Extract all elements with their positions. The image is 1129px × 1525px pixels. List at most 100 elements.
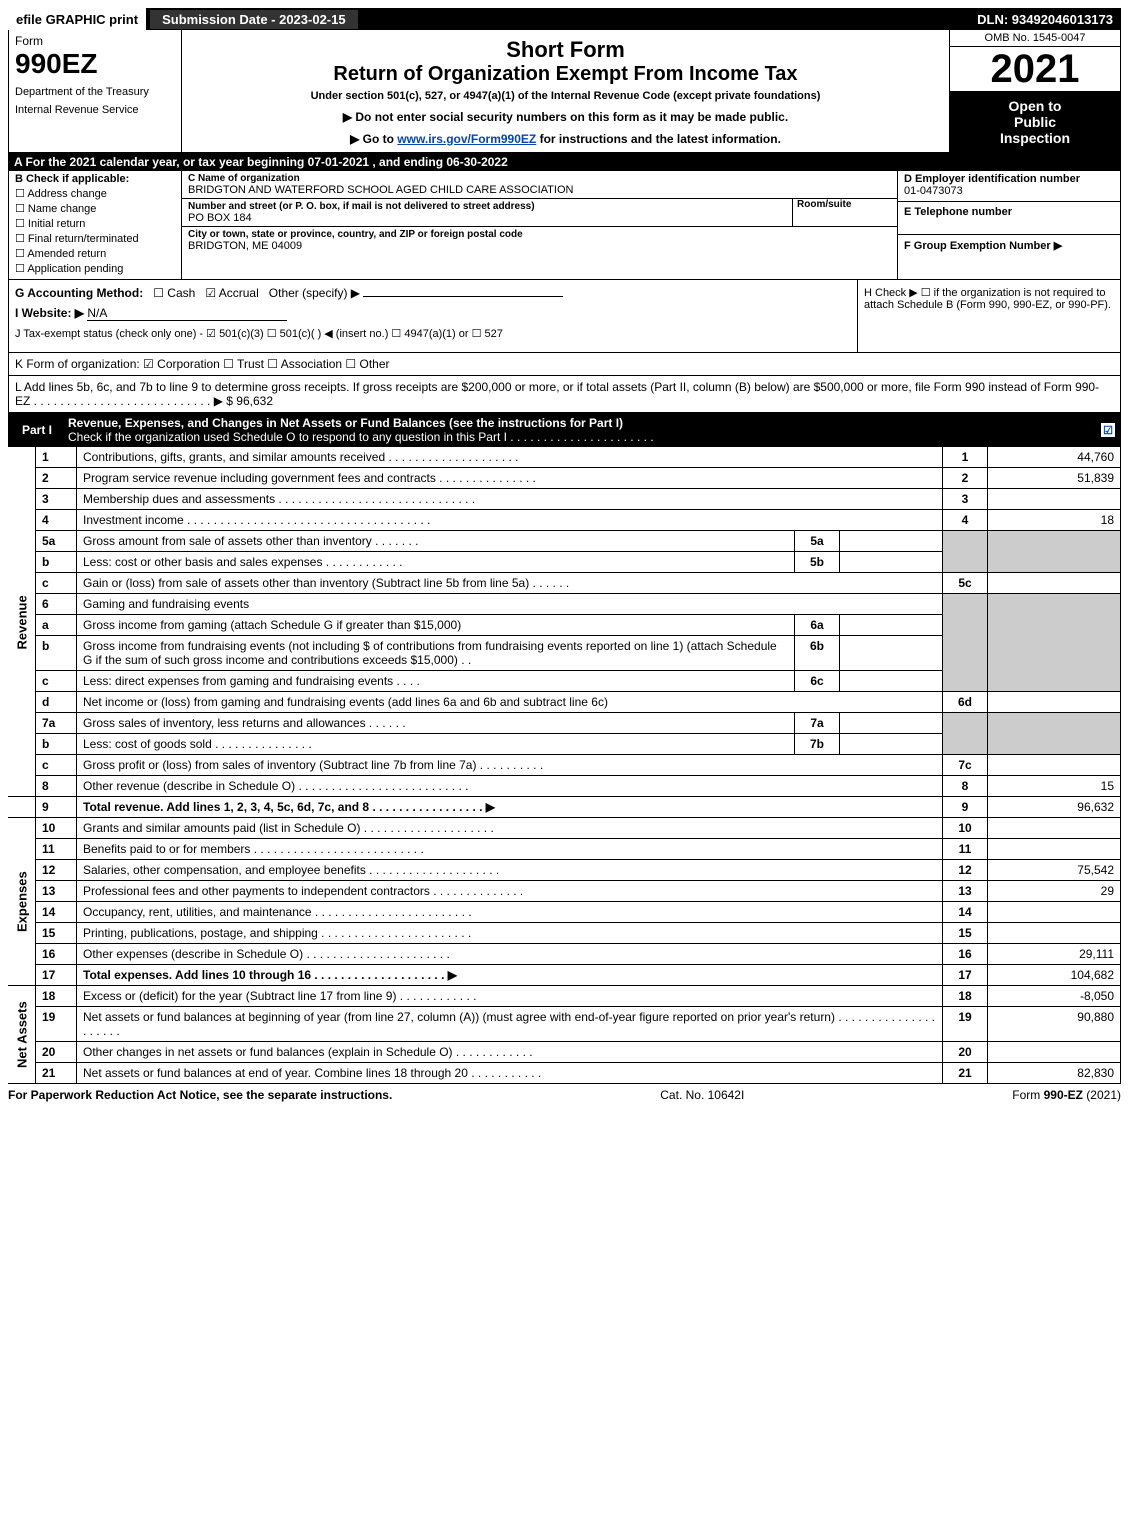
- side-revenue: Revenue: [8, 447, 36, 797]
- g-other-input[interactable]: [363, 296, 563, 297]
- g-accrual: Accrual: [219, 286, 259, 300]
- line-12: 12 Salaries, other compensation, and emp…: [8, 860, 1121, 881]
- page-footer: For Paperwork Reduction Act Notice, see …: [8, 1084, 1121, 1102]
- f-label: F Group Exemption Number ▶: [904, 239, 1114, 252]
- header-left: Form 990EZ Department of the Treasury In…: [9, 30, 182, 152]
- c-city-label: City or town, state or province, country…: [188, 229, 891, 240]
- line-14: 14 Occupancy, rent, utilities, and maint…: [8, 902, 1121, 923]
- open1: Open to: [952, 98, 1118, 114]
- omb-number: OMB No. 1545-0047: [950, 30, 1120, 47]
- street: PO BOX 184: [188, 212, 792, 224]
- l-amount: 96,632: [233, 394, 273, 408]
- cat-no: Cat. No. 10642I: [392, 1088, 1012, 1102]
- side-expenses: Expenses: [8, 818, 36, 986]
- website-value: N/A: [87, 306, 287, 321]
- section-ghij: G Accounting Method: ☐ Cash ☑ Accrual Ot…: [8, 280, 1121, 353]
- line-1: Revenue 1 Contributions, gifts, grants, …: [8, 447, 1121, 468]
- row-h: H Check ▶ ☐ if the organization is not r…: [857, 280, 1120, 352]
- line-20: 20 Other changes in net assets or fund b…: [8, 1042, 1121, 1063]
- col-b: B Check if applicable: ☐ Address change …: [9, 171, 182, 279]
- line-15: 15 Printing, publications, postage, and …: [8, 923, 1121, 944]
- part1-label: Part I: [14, 423, 60, 437]
- g-other: Other (specify) ▶: [269, 286, 360, 300]
- g-cash: Cash: [167, 286, 195, 300]
- section-bcd: B Check if applicable: ☐ Address change …: [8, 171, 1121, 280]
- form-header: Form 990EZ Department of the Treasury In…: [8, 30, 1121, 153]
- subtitle: Under section 501(c), 527, or 4947(a)(1)…: [188, 90, 943, 102]
- header-center: Short Form Return of Organization Exempt…: [182, 30, 949, 152]
- part1-title: Revenue, Expenses, and Changes in Net As…: [68, 416, 1101, 444]
- dln: DLN: 93492046013173: [969, 10, 1121, 29]
- row-l: L Add lines 5b, 6c, and 7b to line 9 to …: [8, 376, 1121, 413]
- c-street-label: Number and street (or P. O. box, if mail…: [188, 201, 792, 212]
- line-8: 8 Other revenue (describe in Schedule O)…: [8, 776, 1121, 797]
- gh-left: G Accounting Method: ☐ Cash ☑ Accrual Ot…: [9, 280, 857, 352]
- part1-subtitle: Check if the organization used Schedule …: [68, 430, 654, 444]
- irs-link[interactable]: www.irs.gov/Form990EZ: [397, 132, 536, 146]
- col-c: C Name of organization BRIDGTON AND WATE…: [182, 171, 897, 279]
- form-word: Form: [15, 34, 175, 48]
- row-g: G Accounting Method: ☐ Cash ☑ Accrual Ot…: [15, 286, 851, 300]
- header-right: OMB No. 1545-0047 2021 Open to Public In…: [949, 30, 1120, 152]
- chk-address-change[interactable]: ☐ Address change: [15, 187, 175, 200]
- line-6d: d Net income or (loss) from gaming and f…: [8, 692, 1121, 713]
- d-label: D Employer identification number: [904, 173, 1114, 185]
- tax-year: 2021: [950, 47, 1120, 92]
- room-suite-label: Room/suite: [797, 199, 897, 210]
- return-title: Return of Organization Exempt From Incom…: [188, 63, 943, 86]
- line-11: 11 Benefits paid to or for members . . .…: [8, 839, 1121, 860]
- irs-label: Internal Revenue Service: [15, 104, 175, 116]
- line-9: 9 Total revenue. Add lines 1, 2, 3, 4, 5…: [8, 797, 1121, 818]
- b-title: B Check if applicable:: [15, 173, 175, 185]
- instr2-pre: ▶ Go to: [350, 132, 397, 146]
- paperwork-notice: For Paperwork Reduction Act Notice, see …: [8, 1088, 392, 1102]
- org-name: BRIDGTON AND WATERFORD SCHOOL AGED CHILD…: [188, 184, 891, 196]
- submission-date: Submission Date - 2023-02-15: [150, 10, 358, 29]
- part1-header: Part I Revenue, Expenses, and Changes in…: [8, 413, 1121, 447]
- city: BRIDGTON, ME 04009: [188, 240, 891, 252]
- ein: 01-0473073: [904, 185, 1114, 197]
- chk-name-change[interactable]: ☐ Name change: [15, 202, 175, 215]
- chk-amended-return[interactable]: ☐ Amended return: [15, 247, 175, 260]
- line-18: Net Assets 18 Excess or (deficit) for th…: [8, 986, 1121, 1007]
- chk-application-pending[interactable]: ☐ Application pending: [15, 262, 175, 275]
- form-ref: Form 990-EZ (2021): [1012, 1088, 1121, 1102]
- line-7a: 7a Gross sales of inventory, less return…: [8, 713, 1121, 734]
- line-21: 21 Net assets or fund balances at end of…: [8, 1063, 1121, 1084]
- i-label: I Website: ▶: [15, 306, 84, 320]
- line-5a: 5a Gross amount from sale of assets othe…: [8, 531, 1121, 552]
- line-2: 2 Program service revenue including gove…: [8, 468, 1121, 489]
- line-4: 4 Investment income . . . . . . . . . . …: [8, 510, 1121, 531]
- row-j: J Tax-exempt status (check only one) - ☑…: [15, 327, 851, 340]
- c-name-label: C Name of organization: [188, 173, 891, 184]
- instr-ssn: ▶ Do not enter social security numbers o…: [188, 110, 943, 124]
- line-3: 3 Membership dues and assessments . . . …: [8, 489, 1121, 510]
- line-6: 6 Gaming and fundraising events: [8, 594, 1121, 615]
- instr-link: ▶ Go to www.irs.gov/Form990EZ for instru…: [188, 132, 943, 146]
- row-i: I Website: ▶ N/A: [15, 306, 851, 321]
- line-13: 13 Professional fees and other payments …: [8, 881, 1121, 902]
- chk-initial-return[interactable]: ☐ Initial return: [15, 217, 175, 230]
- open-public-inspection: Open to Public Inspection: [950, 92, 1120, 152]
- row-a-tax-year: A For the 2021 calendar year, or tax yea…: [8, 153, 1121, 171]
- line-16: 16 Other expenses (describe in Schedule …: [8, 944, 1121, 965]
- top-bar: efile GRAPHIC print Submission Date - 20…: [8, 8, 1121, 30]
- line-17: 17 Total expenses. Add lines 10 through …: [8, 965, 1121, 986]
- part1-table: Revenue 1 Contributions, gifts, grants, …: [8, 447, 1121, 1084]
- dept-treasury: Department of the Treasury: [15, 86, 175, 98]
- form-number: 990EZ: [15, 48, 175, 80]
- line-10: Expenses 10 Grants and similar amounts p…: [8, 818, 1121, 839]
- line-7c: c Gross profit or (loss) from sales of i…: [8, 755, 1121, 776]
- row-k: K Form of organization: ☑ Corporation ☐ …: [8, 353, 1121, 376]
- open2: Public: [952, 114, 1118, 130]
- col-d: D Employer identification number 01-0473…: [897, 171, 1120, 279]
- c-city-block: City or town, state or province, country…: [182, 227, 897, 254]
- instr2-post: for instructions and the latest informat…: [536, 132, 781, 146]
- side-netassets: Net Assets: [8, 986, 36, 1084]
- short-form-title: Short Form: [188, 37, 943, 63]
- chk-final-return[interactable]: ☐ Final return/terminated: [15, 232, 175, 245]
- part1-check[interactable]: ☑: [1101, 423, 1115, 437]
- efile-print-label: efile GRAPHIC print: [8, 8, 146, 30]
- c-name-block: C Name of organization BRIDGTON AND WATE…: [182, 171, 897, 199]
- line-19: 19 Net assets or fund balances at beginn…: [8, 1007, 1121, 1042]
